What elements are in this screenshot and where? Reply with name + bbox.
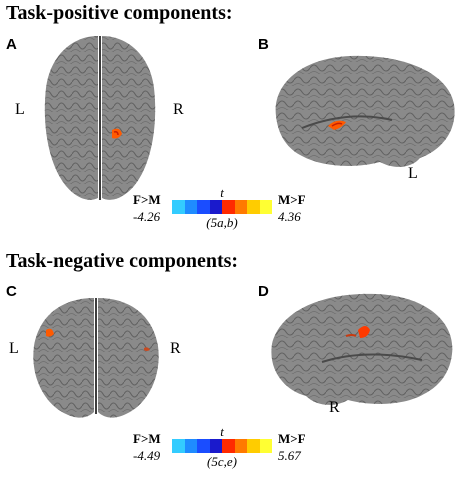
panel-a-brain-axial-view [44,36,156,200]
panel-c-activation-blob-left [46,328,54,337]
top-scale-t-label: t [220,185,224,200]
panel-a-letter: A [6,36,17,53]
bottom-scale-t-label: t [220,424,224,439]
bottom-scale-max-value: 5.67 [278,448,301,463]
panel-d-hemisphere-label: R [329,399,340,416]
panel-c-left-label: L [9,340,19,357]
top-scale-figure-ref: (5a,b) [206,215,238,230]
bottom-scale-figure-ref: (5c,e) [207,454,237,469]
bottom-scale-right-label: M>F [278,431,306,446]
panel-d-brain-lateral-view [271,293,453,405]
bottom-scale-min-value: -4.49 [133,448,161,463]
panel-c-right-label: R [170,340,181,357]
panel-d-activation-blob [358,326,370,338]
panel-c-activation-blob-right [144,347,150,351]
panel-a-right-label: R [173,101,184,118]
panel-a-activation-blob [112,128,122,139]
bottom-scale-left-label: F>M [133,431,161,446]
top-scale-max-value: 4.36 [278,209,301,224]
top-scale-right-label: M>F [278,192,306,207]
panel-b-brain-lateral-view [275,55,455,167]
panel-c-letter: C [6,283,17,300]
top-colorbar: t (5a,b) [172,185,322,243]
bottom-colorbar: t (5c,e) [172,424,322,482]
panel-d-letter: D [258,283,269,300]
panel-b-hemisphere-label: L [408,165,418,182]
top-scale-min-value: -4.26 [133,209,161,224]
panel-c-brain-posterior-view [33,298,159,418]
panel-a-left-label: L [15,101,25,118]
task-negative-title: Task-negative components: [6,250,239,272]
top-colorbar-gradient [172,200,272,214]
panel-b-letter: B [258,36,269,53]
bottom-colorbar-gradient [172,439,272,453]
task-positive-title: Task-positive components: [6,2,233,24]
top-scale-left-label: F>M [133,192,161,207]
